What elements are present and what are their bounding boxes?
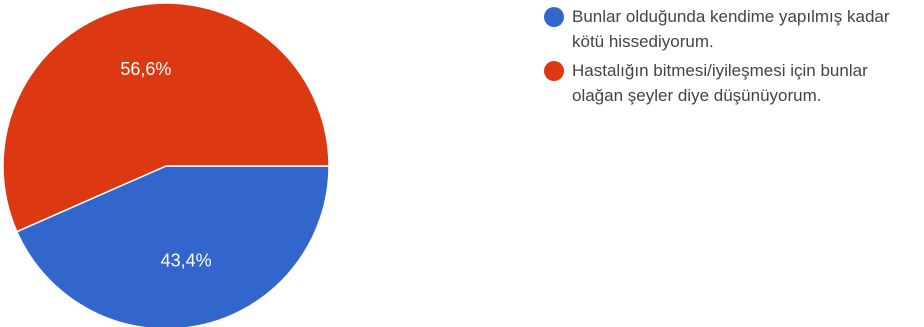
- pie-slice[interactable]: [15, 165, 330, 327]
- slice-percent-label: 56,6%: [120, 59, 171, 79]
- legend-label: Bunlar olduğunda kendime yapılmış kadar …: [572, 7, 890, 51]
- legend-swatch: [544, 7, 564, 27]
- legend: Bunlar olduğunda kendime yapılmış kadar …: [544, 4, 919, 112]
- pie-slice[interactable]: [2, 2, 330, 233]
- pie-chart: 43,4% 56,6%: [2, 2, 330, 327]
- legend-swatch: [544, 61, 564, 81]
- legend-item[interactable]: Hastalığın bitmesi/iyileşmesi için bunla…: [544, 58, 919, 108]
- legend-label: Hastalığın bitmesi/iyileşmesi için bunla…: [572, 61, 868, 105]
- legend-item[interactable]: Bunlar olduğunda kendime yapılmış kadar …: [544, 4, 919, 54]
- slice-percent-label: 43,4%: [161, 250, 212, 270]
